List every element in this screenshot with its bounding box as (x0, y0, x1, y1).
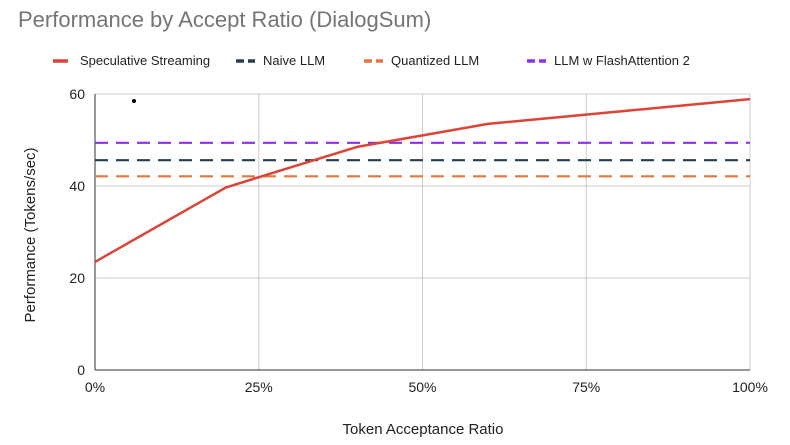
series-line-speculative-streaming (94, 97, 751, 263)
y-tick-label: 20 (69, 270, 85, 286)
y-axis-title: Performance (Tokens/sec) (22, 147, 39, 322)
x-tick-label: 75% (572, 379, 600, 395)
y-tick-label: 0 (77, 362, 85, 378)
y-tick-label: 60 (69, 86, 85, 102)
stray-dot-marker (132, 99, 136, 103)
legend-label-quantized-llm: Quantized LLM (391, 53, 479, 68)
x-tick-label: 0% (85, 379, 105, 395)
x-tick-label: 100% (732, 379, 768, 395)
y-tick-label: 40 (69, 178, 85, 194)
legend-label-llm-w-flashattention-2: LLM w FlashAttention 2 (554, 53, 690, 68)
x-axis-ticks: 0% 25% 50% 75% 100% (85, 379, 768, 395)
x-axis-title: Token Acceptance Ratio (343, 421, 504, 438)
legend-label-speculative-streaming: Speculative Streaming (80, 53, 210, 68)
chart-title: Performance by Accept Ratio (DialogSum) (18, 7, 431, 32)
legend: Speculative Streaming Naive LLM Quantized … (53, 53, 690, 68)
grid (94, 93, 751, 371)
y-axis-ticks: 0 20 40 60 (69, 86, 85, 378)
x-tick-label: 25% (245, 379, 273, 395)
x-tick-label: 50% (408, 379, 436, 395)
series-layer (94, 97, 751, 263)
legend-label-naive-llm: Naive LLM (263, 53, 325, 68)
